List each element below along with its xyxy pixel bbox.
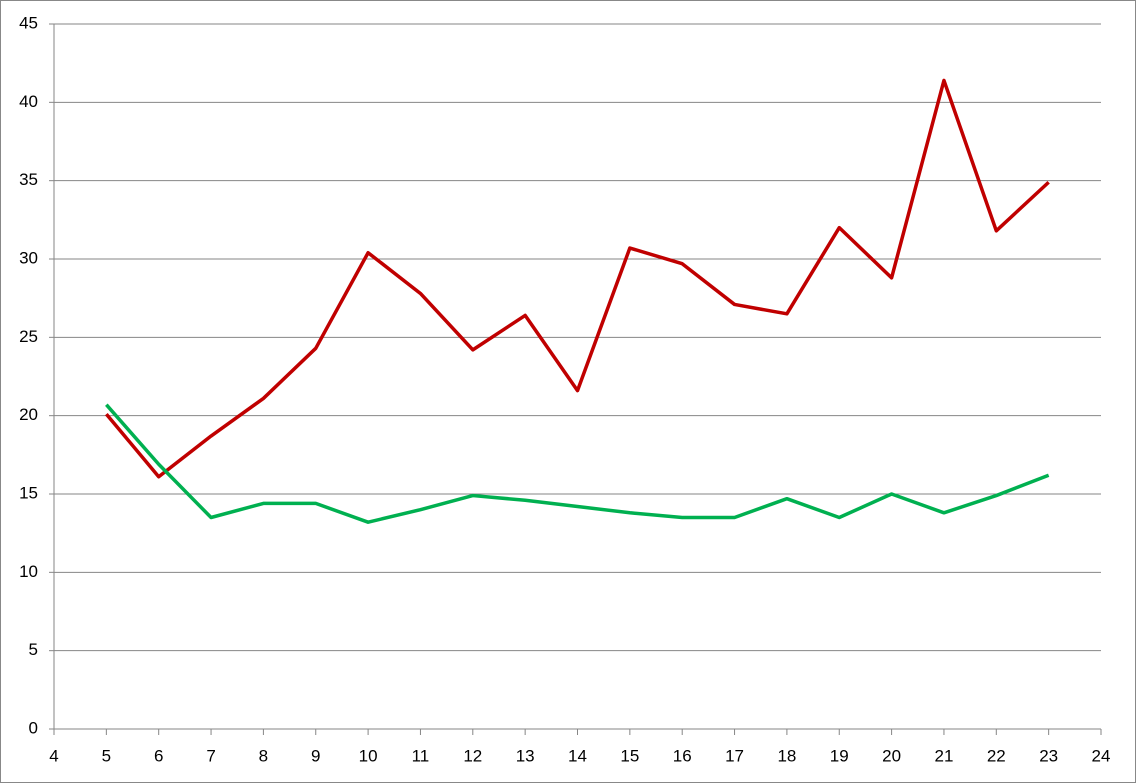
y-tick-label: 15 xyxy=(19,483,38,502)
x-tick-label: 11 xyxy=(412,746,430,765)
data-line xyxy=(105,403,1050,524)
x-tick-label: 24 xyxy=(1092,746,1111,765)
x-tick-label: 23 xyxy=(1039,746,1058,765)
x-tick-label: 16 xyxy=(673,746,692,765)
x-tick-label: 22 xyxy=(987,746,1006,765)
x-tick-label: 10 xyxy=(359,746,378,765)
y-tick-label: 20 xyxy=(19,405,38,424)
y-tick-label: 0 xyxy=(29,718,38,737)
y-tick-label: 10 xyxy=(19,562,38,581)
y-tick-label: 35 xyxy=(19,170,38,189)
x-tick-label: 8 xyxy=(259,746,268,765)
x-tick-label: 5 xyxy=(102,746,111,765)
x-tick-label: 18 xyxy=(777,746,796,765)
x-tick-label: 13 xyxy=(516,746,535,765)
x-tick-label: 4 xyxy=(49,746,58,765)
y-tick-label: 45 xyxy=(19,13,38,32)
y-tick-label: 40 xyxy=(19,92,38,111)
x-tick-label: 17 xyxy=(725,746,744,765)
x-tick-label: 14 xyxy=(568,746,587,765)
y-tick-label: 5 xyxy=(29,640,38,659)
x-tick-label: 7 xyxy=(206,746,215,765)
x-tick-label: 19 xyxy=(830,746,849,765)
x-tick-label: 6 xyxy=(154,746,163,765)
x-tick-label: 15 xyxy=(620,746,639,765)
data-line xyxy=(105,78,1050,479)
y-tick-label: 25 xyxy=(19,327,38,346)
x-tick-label: 12 xyxy=(463,746,482,765)
x-tick-label: 9 xyxy=(311,746,320,765)
x-tick-label: 21 xyxy=(934,746,953,765)
x-tick-label: 20 xyxy=(882,746,901,765)
y-tick-label: 30 xyxy=(19,248,38,267)
